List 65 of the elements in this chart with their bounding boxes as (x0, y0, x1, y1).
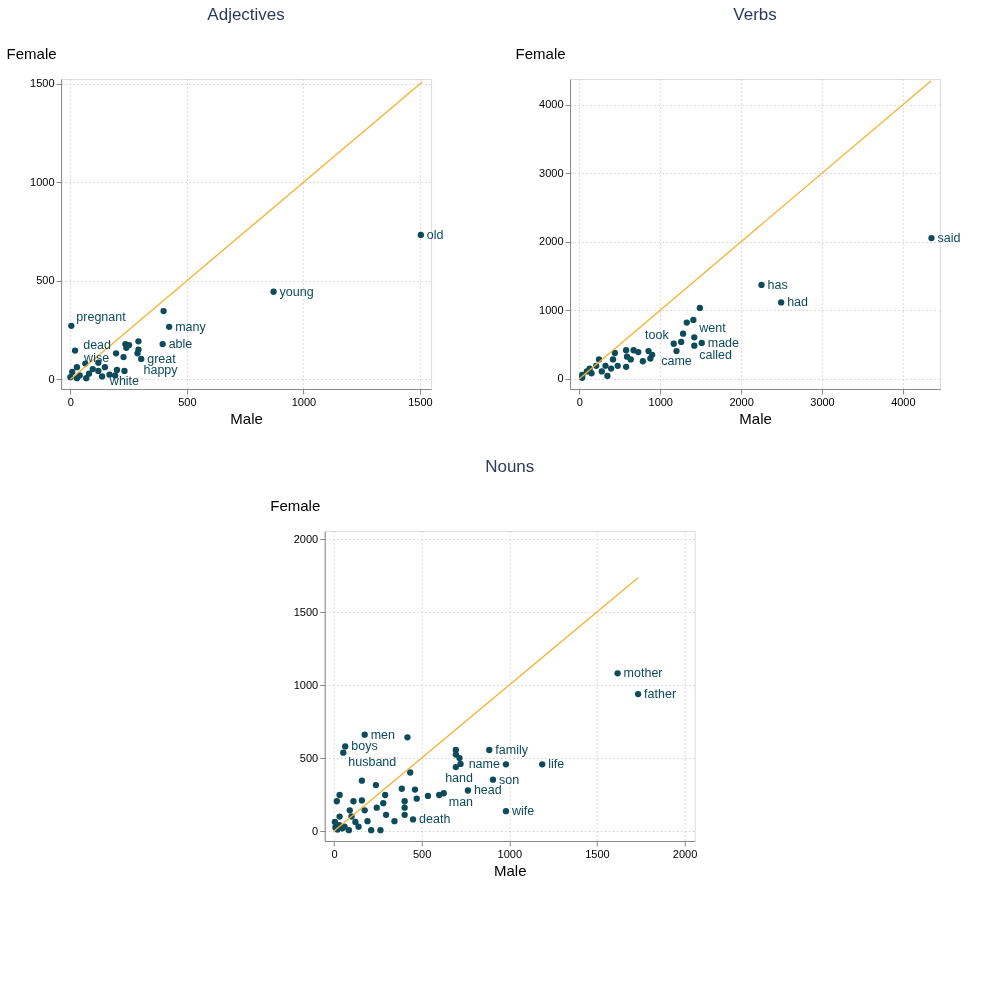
annotation: husband (348, 754, 397, 769)
annotation: wife (510, 804, 535, 819)
y-tick-label: 1500 (30, 77, 55, 90)
y-axis-title: Female (6, 44, 57, 62)
annotation: men (370, 727, 396, 742)
y-tick-label: 1500 (293, 605, 319, 618)
annotation: father (644, 687, 677, 702)
annotation: went (698, 321, 727, 336)
annotation: has (767, 277, 788, 292)
x-axis-title: Male (739, 409, 772, 427)
chart-title: Verbs (733, 5, 777, 24)
annotation: life (548, 757, 565, 772)
y-axis-title: Female (270, 496, 321, 514)
annotation: able (168, 337, 193, 352)
annotation: many (175, 319, 207, 334)
annotation: name (468, 757, 500, 772)
annotation: head (473, 783, 502, 798)
annotation: had (787, 295, 809, 310)
annotation: took (645, 327, 670, 342)
annotation: family (495, 743, 529, 758)
y-tick-label: 0 (557, 372, 564, 385)
annotation: mother (623, 666, 663, 681)
annotation: great (147, 351, 177, 366)
annotation: boys (351, 739, 378, 754)
y-tick-label: 2000 (293, 532, 319, 545)
annotation: pregnant (76, 309, 127, 324)
y-tick-label: 1000 (539, 303, 564, 316)
x-tick-label: 3000 (810, 395, 835, 408)
x-tick-label: 1500 (585, 847, 610, 860)
y-tick-label: 1000 (293, 678, 319, 691)
y-tick-label: 500 (36, 274, 55, 287)
x-tick-label: 4000 (891, 395, 916, 408)
y-tick-label: 4000 (539, 98, 564, 111)
annotation: called (699, 347, 732, 362)
x-tick-label: 500 (412, 847, 432, 860)
x-tick-label: 2000 (729, 395, 754, 408)
x-tick-label: 2000 (672, 847, 698, 860)
y-tick-label: 3000 (539, 166, 564, 179)
annotation: came (661, 354, 692, 369)
annotation: hand (445, 771, 474, 785)
chart-title: Nouns (485, 457, 535, 476)
y-tick-label: 2000 (539, 235, 564, 248)
chart-title: Adjectives (207, 5, 285, 24)
y-axis-title: Female (515, 44, 566, 62)
x-tick-label: 1000 (497, 847, 523, 860)
annotation: white (108, 373, 140, 388)
x-axis-title: Male (230, 409, 263, 427)
annotation: man (448, 795, 474, 810)
x-tick-label: 0 (576, 395, 583, 408)
y-tick-label: 0 (48, 372, 55, 385)
annotation: made (707, 335, 740, 350)
x-tick-label: 1000 (648, 395, 673, 408)
x-axis-title: Male (493, 861, 527, 879)
annotation: said (937, 231, 961, 246)
x-tick-label: 0 (331, 847, 338, 860)
y-tick-label: 0 (312, 824, 319, 837)
annotation: death (419, 812, 451, 827)
x-tick-label: 0 (67, 395, 74, 408)
y-tick-label: 500 (299, 751, 319, 764)
annotation: old (426, 227, 444, 242)
annotation: young (279, 284, 314, 299)
annotation: dead (83, 337, 112, 352)
y-tick-label: 1000 (30, 175, 55, 188)
x-tick-label: 500 (178, 395, 197, 408)
x-tick-label: 1500 (408, 395, 433, 408)
